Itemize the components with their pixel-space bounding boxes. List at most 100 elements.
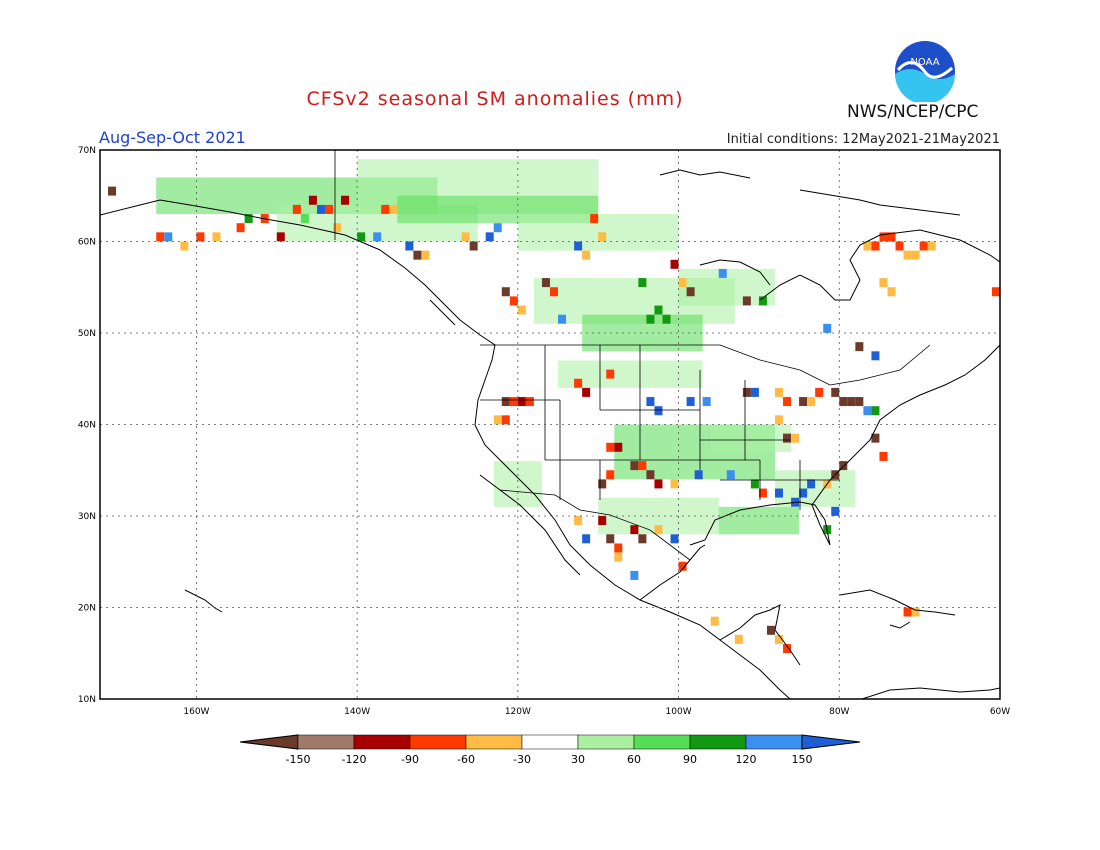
anomaly-cell: [871, 406, 880, 416]
anomaly-cell: [606, 369, 615, 379]
anomaly-cell: [887, 232, 896, 242]
initial-conditions: Initial conditions: 12May2021-21May2021: [726, 132, 1000, 147]
legend-label: 60: [627, 753, 641, 766]
organization-label: NWS/NCEP/CPC: [847, 102, 979, 122]
anomaly-cell: [678, 561, 687, 571]
legend-swatch: [521, 734, 579, 750]
legend-swatch: [577, 734, 635, 750]
longitude-label: 60W: [990, 707, 1010, 717]
anomaly-cell: [654, 305, 663, 315]
anomaly-cell: [807, 397, 816, 407]
noaa-logo: NOAA: [895, 41, 955, 102]
anomaly-cell: [638, 278, 647, 288]
anomaly-cell: [686, 287, 695, 297]
anomaly-cell: [903, 607, 912, 617]
anomaly-cell: [389, 204, 398, 214]
anomaly-cell: [357, 232, 366, 242]
anomaly-cell: [630, 525, 639, 535]
anomaly-cell: [662, 314, 671, 324]
anomaly-cell: [991, 287, 1000, 297]
anomaly-cell: [469, 241, 478, 251]
anomaly-cell: [574, 516, 583, 525]
anomaly-cell: [606, 470, 615, 480]
anomaly-cell: [791, 433, 800, 443]
latitude-label: 60N: [78, 238, 96, 248]
anomaly-cell: [156, 232, 165, 242]
anomaly-cells: [108, 159, 1000, 654]
legend-arrow-high: [801, 734, 861, 750]
anomaly-cell: [871, 241, 880, 251]
anomaly-cell: [164, 232, 173, 242]
anomaly-cell: [373, 232, 382, 242]
anomaly-cell: [783, 397, 792, 407]
legend-label: -120: [342, 753, 367, 766]
anomaly-cell: [493, 415, 502, 425]
anomaly-cell: [831, 387, 840, 397]
latitude-label: 40N: [78, 421, 96, 431]
legend-label: 150: [792, 753, 813, 766]
anomaly-cell: [614, 543, 623, 553]
anomaly-cell: [670, 479, 679, 489]
anomaly-cell: [863, 241, 872, 251]
anomaly-cell: [550, 287, 558, 297]
anomaly-cell: [180, 241, 189, 251]
anomaly-cell: [646, 397, 655, 407]
anomaly-cell: [775, 415, 783, 425]
legend-label: -60: [457, 753, 475, 766]
anomaly-cell: [678, 278, 687, 288]
anomaly-cell: [783, 433, 792, 443]
anomaly-cell: [670, 534, 679, 544]
latitude-label: 10N: [78, 695, 96, 705]
anomaly-cell: [839, 397, 848, 407]
anomaly-cell: [646, 470, 655, 480]
legend-swatch: [297, 734, 355, 750]
anomaly-cell: [485, 232, 494, 242]
anomaly-cell: [750, 479, 759, 489]
anomaly-cell: [598, 479, 607, 489]
longitude-label: 80W: [829, 707, 849, 717]
anomaly-cell: [839, 461, 848, 471]
anomaly-cell: [598, 232, 607, 242]
anomaly-cell: [654, 525, 663, 535]
anomaly-cell: [855, 397, 864, 407]
wet-region: [710, 424, 792, 452]
legend-arrow-low: [239, 734, 299, 750]
anomaly-cell: [775, 387, 783, 397]
latitude-label: 70N: [78, 146, 96, 156]
legend-swatch: [409, 734, 467, 750]
anomaly-cell: [461, 232, 470, 242]
anomaly-cell: [879, 451, 888, 461]
anomaly-cell: [726, 470, 735, 480]
latitude-label: 30N: [78, 512, 96, 522]
anomaly-cell: [766, 625, 775, 635]
anomaly-cell: [799, 397, 808, 407]
legend-label: -30: [513, 753, 531, 766]
anomaly-cell: [871, 433, 880, 443]
anomaly-cell: [108, 186, 117, 196]
map-title: CFSv2 seasonal SM anomalies (mm): [306, 88, 684, 110]
legend-swatch: [745, 734, 803, 750]
anomaly-cell: [333, 223, 342, 233]
legend-swatch: [465, 734, 523, 750]
anomaly-cell: [341, 195, 350, 205]
legend-label: 120: [736, 753, 757, 766]
anomaly-cell: [638, 534, 647, 544]
color-legend: -150 -120 -90 -60 -30 30 60 90 120 150: [239, 734, 861, 766]
axis-labels: 70N 60N 50N 40N 30N 20N 10N 160W 140W 120W 100W 80W…: [78, 146, 1010, 717]
longitude-label: 160W: [183, 707, 209, 717]
anomaly-cell: [911, 250, 920, 260]
anomaly-cell: [582, 387, 591, 397]
wet-region: [558, 360, 703, 388]
map-frame: [99, 149, 1001, 700]
anomaly-cell: [895, 241, 904, 251]
wet-region: [517, 214, 679, 251]
anomaly-cell: [919, 241, 928, 251]
anomaly-cell: [525, 397, 534, 407]
longitude-label: 100W: [666, 707, 692, 717]
anomaly-cell: [509, 397, 518, 407]
anomaly-cell: [212, 232, 221, 242]
anomaly-cell: [799, 488, 808, 498]
anomaly-cell: [501, 415, 510, 425]
anomaly-cell: [847, 397, 856, 407]
